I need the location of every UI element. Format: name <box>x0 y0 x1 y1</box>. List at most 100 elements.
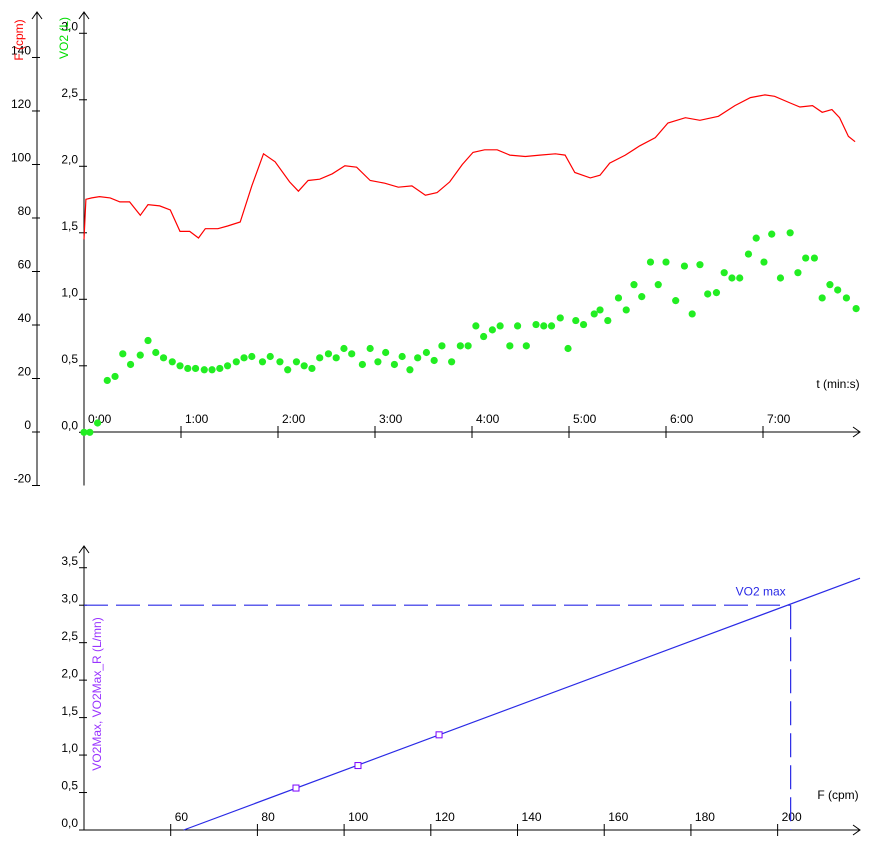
y-tick-label: 0 <box>24 418 31 432</box>
y-tick-label: 40 <box>18 311 32 325</box>
data-point <box>240 354 248 362</box>
x-axis-label: t (min:s) <box>816 377 859 391</box>
data-point <box>176 362 184 370</box>
data-point <box>622 306 630 314</box>
data-point <box>300 362 308 370</box>
data-point <box>547 322 556 330</box>
data-point <box>266 352 274 361</box>
data-point <box>86 428 94 436</box>
data-point <box>638 293 646 301</box>
x-tick-label: 120 <box>435 810 455 824</box>
x-tick-label: 200 <box>782 810 802 824</box>
data-point <box>794 269 802 277</box>
y-tick-label: 0,5 <box>61 779 78 793</box>
data-point <box>760 258 768 266</box>
data-point <box>382 348 390 357</box>
data-point <box>435 731 443 739</box>
data-point <box>532 320 540 329</box>
data-point <box>366 344 374 353</box>
y2-tick-label: 0,5 <box>61 352 78 366</box>
data-point <box>802 254 810 262</box>
data-point <box>852 305 860 313</box>
data-point <box>208 366 216 374</box>
data-point <box>422 348 431 357</box>
data-point <box>826 281 834 289</box>
data-point <box>590 310 598 318</box>
data-point <box>572 316 580 325</box>
data-point <box>472 322 480 330</box>
data-point <box>810 254 819 262</box>
data-point <box>332 354 340 362</box>
data-point <box>786 229 794 237</box>
y-tick-label: 120 <box>11 97 31 111</box>
x-tick-label: 80 <box>261 810 275 824</box>
x-tick-label: 6:00 <box>670 412 694 426</box>
x-tick-label: 4:00 <box>476 412 500 426</box>
x-tick-label: 2:00 <box>282 412 306 426</box>
data-point <box>768 230 776 238</box>
x-tick-label: 180 <box>695 810 715 824</box>
data-point <box>456 342 464 350</box>
data-point <box>696 261 704 269</box>
y2-tick-label: 1,5 <box>61 219 78 233</box>
x-tick-label: 7:00 <box>767 412 791 426</box>
data-point <box>406 366 414 374</box>
data-point <box>654 281 662 289</box>
y-tick-label: 3,0 <box>61 591 78 605</box>
data-point <box>736 274 744 282</box>
y-tick-label: 20 <box>18 365 32 379</box>
data-point <box>103 376 111 385</box>
axis-arrow <box>31 11 43 20</box>
data-point <box>818 294 826 302</box>
data-point <box>744 250 753 258</box>
data-point <box>191 364 200 373</box>
data-point <box>712 289 721 297</box>
data-point <box>292 358 301 366</box>
data-point <box>506 342 514 350</box>
data-point <box>144 336 152 345</box>
axis-arrow <box>78 11 90 20</box>
x-tick-label: 1:00 <box>185 412 209 426</box>
data-point <box>513 322 522 330</box>
y2-tick-label: 0,0 <box>61 418 78 432</box>
data-point <box>480 332 488 341</box>
data-point <box>232 358 240 366</box>
data-point <box>688 310 696 318</box>
data-line <box>83 94 856 240</box>
data-point <box>680 262 689 270</box>
data-point <box>614 294 623 302</box>
data-point <box>111 372 119 381</box>
data-point <box>292 784 300 792</box>
data-point <box>258 358 267 366</box>
x-tick-label: 100 <box>348 810 368 824</box>
y2-tick-label: 2,5 <box>61 86 78 100</box>
data-point <box>152 348 160 357</box>
y-tick-label: 60 <box>18 258 32 272</box>
y-tick-label: 0,0 <box>61 816 78 830</box>
data-point <box>522 342 530 350</box>
y-tick-label: 1,5 <box>61 704 78 718</box>
axis-arrow <box>852 426 861 438</box>
data-point <box>93 419 102 427</box>
y-tick-label: 2,0 <box>61 666 78 680</box>
data-point <box>540 322 548 330</box>
x-tick-label: 160 <box>608 810 628 824</box>
data-point <box>672 297 680 305</box>
axis-arrow <box>78 545 90 554</box>
data-point <box>248 352 256 361</box>
data-point <box>448 358 456 366</box>
data-point <box>80 428 88 436</box>
y2-tick-label: 3,0 <box>61 19 78 33</box>
x-tick-label: 0:00 <box>88 412 112 426</box>
data-point <box>464 342 472 350</box>
data-point <box>354 762 362 770</box>
x-tick-label: 140 <box>522 810 542 824</box>
data-point <box>340 344 348 353</box>
data-point <box>276 358 284 366</box>
data-point <box>308 364 316 373</box>
data-point <box>414 354 422 362</box>
data-point <box>168 358 176 366</box>
x-tick-label: 60 <box>175 810 189 824</box>
data-point <box>596 306 604 314</box>
data-line <box>183 577 861 831</box>
